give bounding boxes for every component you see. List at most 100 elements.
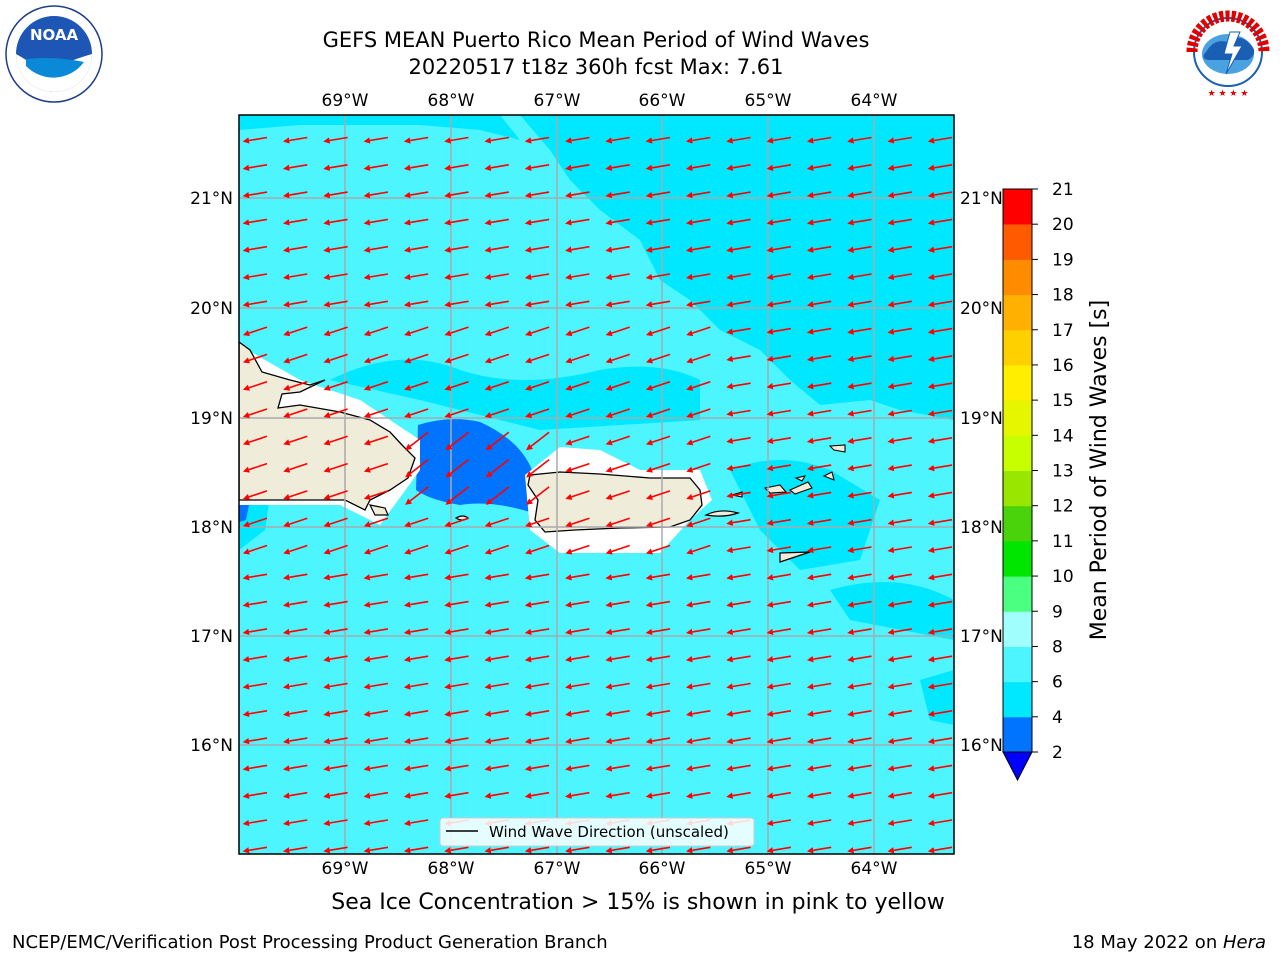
wave-direction-arrow: [323, 191, 348, 199]
wave-direction-arrow: [282, 245, 308, 253]
wave-direction-arrow: [887, 655, 912, 663]
wave-direction-arrow: [403, 164, 429, 171]
wave-direction-arrow: [283, 435, 308, 446]
wave-direction-arrow: [242, 655, 268, 663]
svg-text:19°N: 19°N: [190, 409, 233, 429]
wave-direction-arrow: [847, 737, 872, 745]
wave-direction-arrow: [605, 791, 630, 799]
wave-direction-arrow: [887, 437, 912, 444]
wave-direction-arrow: [887, 464, 912, 472]
wave-direction-arrow: [726, 764, 751, 772]
wave-direction-arrow: [525, 353, 550, 364]
wave-direction-arrow: [323, 245, 348, 253]
wave-direction-arrow: [283, 326, 308, 337]
wave-direction-arrow: [363, 245, 389, 253]
wave-direction-arrow: [847, 491, 872, 499]
wave-direction-arrow: [565, 710, 590, 717]
wave-direction-arrow: [404, 544, 429, 555]
wave-direction-arrow: [605, 846, 630, 854]
wave-direction-arrow: [242, 791, 268, 799]
colorbar-tick-label: 6: [1052, 673, 1063, 693]
wave-direction-arrow: [766, 737, 792, 745]
wave-direction-arrow: [806, 136, 832, 144]
wave-direction-arrow: [484, 380, 510, 391]
wave-direction-arrow: [605, 353, 630, 364]
wave-direction-arrow: [726, 245, 751, 253]
wave-direction-arrow: [847, 191, 872, 199]
wave-direction-arrow: [444, 191, 469, 199]
wave-direction-arrow: [565, 326, 590, 337]
wave-direction-arrow: [242, 435, 268, 446]
wave-direction-arrow: [847, 819, 872, 827]
wave-direction-arrow: [766, 600, 792, 608]
wave-direction-arrow: [806, 655, 832, 663]
wave-direction-arrow: [847, 409, 872, 417]
colorbar-segment: [1003, 435, 1032, 471]
wave-direction-arrow: [766, 409, 792, 417]
svg-text:65°W: 65°W: [745, 859, 792, 879]
wave-direction-arrow: [282, 737, 308, 745]
noaa-logo-text: NOAA: [30, 26, 79, 44]
wave-direction-arrow: [806, 300, 832, 308]
wave-direction-arrow: [726, 382, 751, 390]
wave-direction-arrow: [645, 245, 671, 253]
colorbar: 2 4 6 8 9 10 11 12 13 14 15 16 17 18 19 20 21: [1002, 180, 1074, 782]
svg-text:20°N: 20°N: [190, 299, 233, 319]
wave-direction-arrow: [242, 490, 268, 500]
wave-direction-arrow: [806, 273, 832, 281]
wave-direction-arrow: [282, 628, 308, 636]
wave-direction-arrow: [645, 517, 671, 528]
wave-direction-arrow: [927, 655, 953, 663]
wave-direction-arrow: [444, 791, 469, 799]
wave-direction-arrow: [526, 486, 550, 505]
wave-direction-arrow: [605, 273, 630, 281]
wave-direction-arrow: [524, 191, 550, 199]
wave-direction-arrow: [565, 353, 590, 364]
wave-direction-arrow: [323, 380, 348, 391]
wave-direction-arrow: [887, 409, 912, 417]
wave-direction-arrow: [323, 544, 348, 555]
wave-direction-arrow: [405, 458, 429, 478]
wave-direction-arrow: [444, 710, 469, 717]
wave-direction-arrow: [645, 600, 671, 608]
wave-direction-arrow: [887, 628, 912, 636]
wave-direction-arrow: [323, 573, 348, 581]
wave-direction-arrow: [565, 136, 590, 144]
wave-direction-arrow: [403, 819, 429, 827]
wave-direction-arrow: [484, 846, 509, 854]
wave-direction-arrow: [806, 682, 832, 690]
wave-direction-arrow: [685, 846, 711, 854]
wave-direction-arrow: [323, 600, 348, 608]
wave-direction-arrow: [242, 245, 268, 253]
wave-direction-arrow: [524, 164, 550, 171]
wave-direction-arrow: [645, 490, 671, 500]
wave-direction-arrow: [484, 326, 510, 337]
wave-direction-arrow: [686, 544, 711, 555]
wave-direction-arrow: [806, 546, 832, 554]
wave-direction-arrow: [282, 218, 308, 226]
wave-direction-arrow: [887, 546, 912, 554]
wave-direction-arrow: [525, 408, 550, 419]
wave-direction-arrow: [605, 573, 630, 581]
chart-title-line1: GEFS MEAN Puerto Rico Mean Period of Win…: [322, 28, 870, 52]
region-2-4s: [416, 419, 532, 512]
wave-direction-arrow: [403, 273, 429, 281]
wave-direction-arrow: [323, 218, 348, 226]
wave-direction-arrow: [726, 136, 751, 144]
wave-direction-arrow: [282, 600, 308, 608]
wave-direction-arrow: [525, 326, 550, 337]
colorbar-tick-label: 20: [1052, 215, 1074, 235]
wave-direction-arrow: [484, 408, 510, 419]
wave-direction-arrow: [444, 573, 469, 581]
wave-direction-arrow: [363, 819, 389, 827]
wave-direction-arrow: [847, 628, 872, 636]
region-6-8s: [520, 115, 954, 420]
wave-direction-arrow: [766, 191, 792, 199]
wave-direction-arrow: [242, 380, 268, 391]
wave-direction-arrow: [847, 164, 872, 171]
wave-direction-arrow: [484, 737, 509, 745]
wave-direction-arrow: [927, 382, 953, 390]
wave-direction-arrow: [524, 737, 550, 745]
wave-direction-arrow: [444, 136, 469, 144]
wave-direction-arrow: [605, 408, 630, 419]
